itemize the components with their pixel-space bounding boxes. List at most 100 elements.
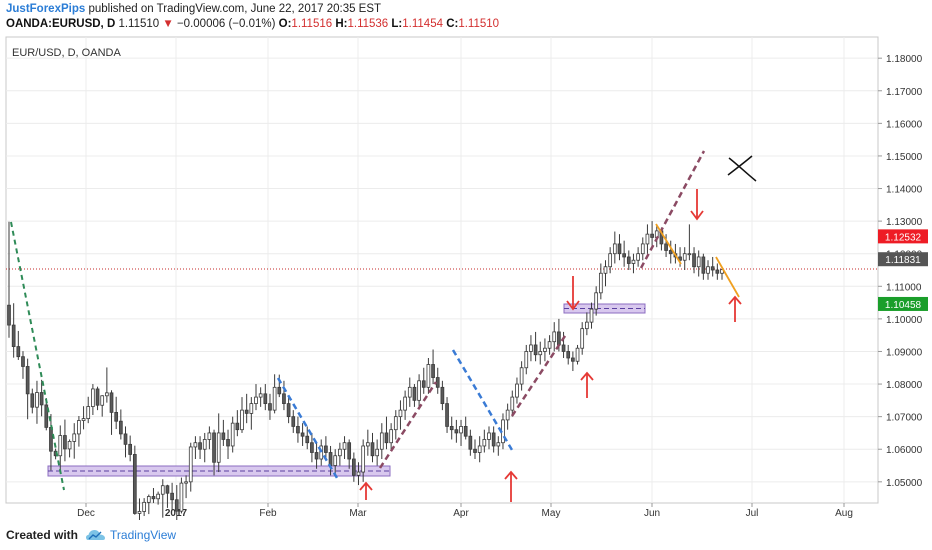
- candle: [589, 302, 594, 329]
- candle-body: [207, 432, 212, 440]
- candle-body: [291, 416, 296, 427]
- x-mark-stroke-1: [728, 157, 757, 182]
- candle-body: [421, 380, 426, 388]
- candle-body: [608, 253, 613, 268]
- quote-line: OANDA:EURUSD, D 1.11510 ▼ −0.00006 (−0.0…: [6, 17, 499, 32]
- candle-body: [67, 441, 72, 450]
- candle-body: [487, 432, 491, 440]
- candle: [254, 384, 258, 411]
- candle: [95, 386, 100, 411]
- candle-body: [384, 432, 389, 444]
- candle-body: [379, 432, 384, 450]
- candle-body: [682, 253, 687, 261]
- price-chart[interactable]: EUR/USD, D, OANDA 1.180001.170001.160001…: [0, 0, 932, 520]
- candle-body: [268, 403, 272, 411]
- candle-body: [389, 429, 393, 444]
- candle-body: [235, 422, 240, 431]
- candle: [109, 390, 114, 435]
- candles: [7, 221, 724, 520]
- candle-body: [412, 386, 417, 401]
- price-change: −0.00006 (−0.01%): [176, 18, 276, 30]
- candle-body: [533, 344, 538, 356]
- candle-body: [179, 482, 184, 512]
- tradingview-brand[interactable]: TradingView: [110, 528, 177, 542]
- candle: [640, 237, 645, 261]
- candle: [230, 416, 235, 453]
- candle: [417, 374, 421, 407]
- candle-body: [198, 442, 202, 450]
- candle: [63, 419, 67, 462]
- candle-body: [575, 347, 580, 362]
- publish-line: JustForexPips published on TradingView.c…: [6, 2, 499, 17]
- candle-body: [566, 351, 571, 359]
- candle-body: [650, 233, 654, 238]
- candle-body: [361, 445, 366, 473]
- candle-body: [21, 356, 25, 367]
- candle: [77, 415, 81, 447]
- candle-body: [347, 442, 352, 460]
- up-arrow-icon: [504, 470, 518, 502]
- candle-body: [496, 442, 501, 447]
- candle-body: [617, 243, 622, 255]
- candle: [571, 351, 575, 372]
- candle: [421, 367, 426, 394]
- candle-body: [254, 396, 258, 405]
- candle: [272, 374, 277, 414]
- candle: [198, 436, 202, 460]
- candle-body: [547, 341, 552, 349]
- symbol-label[interactable]: OANDA:EURUSD, D: [6, 18, 116, 30]
- candle-body: [146, 496, 151, 503]
- candle-body: [580, 328, 585, 349]
- candle: [258, 387, 263, 407]
- candle-body: [165, 485, 170, 494]
- candle-body: [622, 253, 626, 258]
- candle-body: [128, 443, 133, 455]
- candle: [594, 286, 599, 316]
- candle: [445, 397, 449, 433]
- tradingview-link[interactable]: TradingView: [86, 528, 176, 542]
- candle-body: [524, 351, 529, 369]
- candle: [72, 423, 77, 459]
- candle: [39, 379, 44, 417]
- candle-body: [277, 386, 282, 395]
- time-tick-label: Feb: [259, 508, 277, 519]
- candle: [221, 419, 226, 446]
- candle-body: [7, 304, 11, 326]
- time-tick-label: Aug: [835, 508, 853, 519]
- candle-body: [212, 432, 216, 463]
- price-tick-label: 1.11000: [886, 282, 922, 293]
- footer: Created with TradingView: [6, 526, 176, 544]
- candle: [482, 429, 487, 453]
- candle: [81, 406, 86, 430]
- candle: [25, 358, 30, 420]
- candle-body: [249, 403, 254, 414]
- candle: [510, 390, 515, 417]
- candle-body: [314, 452, 319, 460]
- candle: [529, 335, 533, 362]
- candle: [543, 338, 547, 362]
- candle-body: [114, 412, 119, 422]
- candle-body: [25, 366, 30, 395]
- candle-body: [589, 308, 594, 323]
- candle-body: [95, 388, 100, 406]
- candle: [300, 423, 305, 446]
- price-badge: 1.12532: [878, 229, 928, 244]
- candle: [268, 393, 272, 420]
- author-link[interactable]: JustForexPips: [6, 3, 86, 15]
- price-tick-label: 1.06000: [886, 445, 923, 456]
- candle-body: [49, 426, 53, 452]
- candle: [86, 396, 91, 424]
- time-tick-label: Jun: [644, 508, 660, 519]
- open-label: O:: [278, 18, 292, 30]
- plot-area[interactable]: [5, 36, 879, 504]
- candle-body: [91, 388, 95, 407]
- candle-body: [403, 396, 407, 411]
- candle-body: [300, 432, 305, 437]
- candle: [575, 344, 580, 365]
- candle-body: [505, 409, 510, 421]
- candle: [310, 432, 314, 463]
- candle-body: [123, 433, 128, 445]
- candle-body: [296, 426, 300, 434]
- candle: [193, 436, 198, 460]
- candle-body: [636, 253, 640, 261]
